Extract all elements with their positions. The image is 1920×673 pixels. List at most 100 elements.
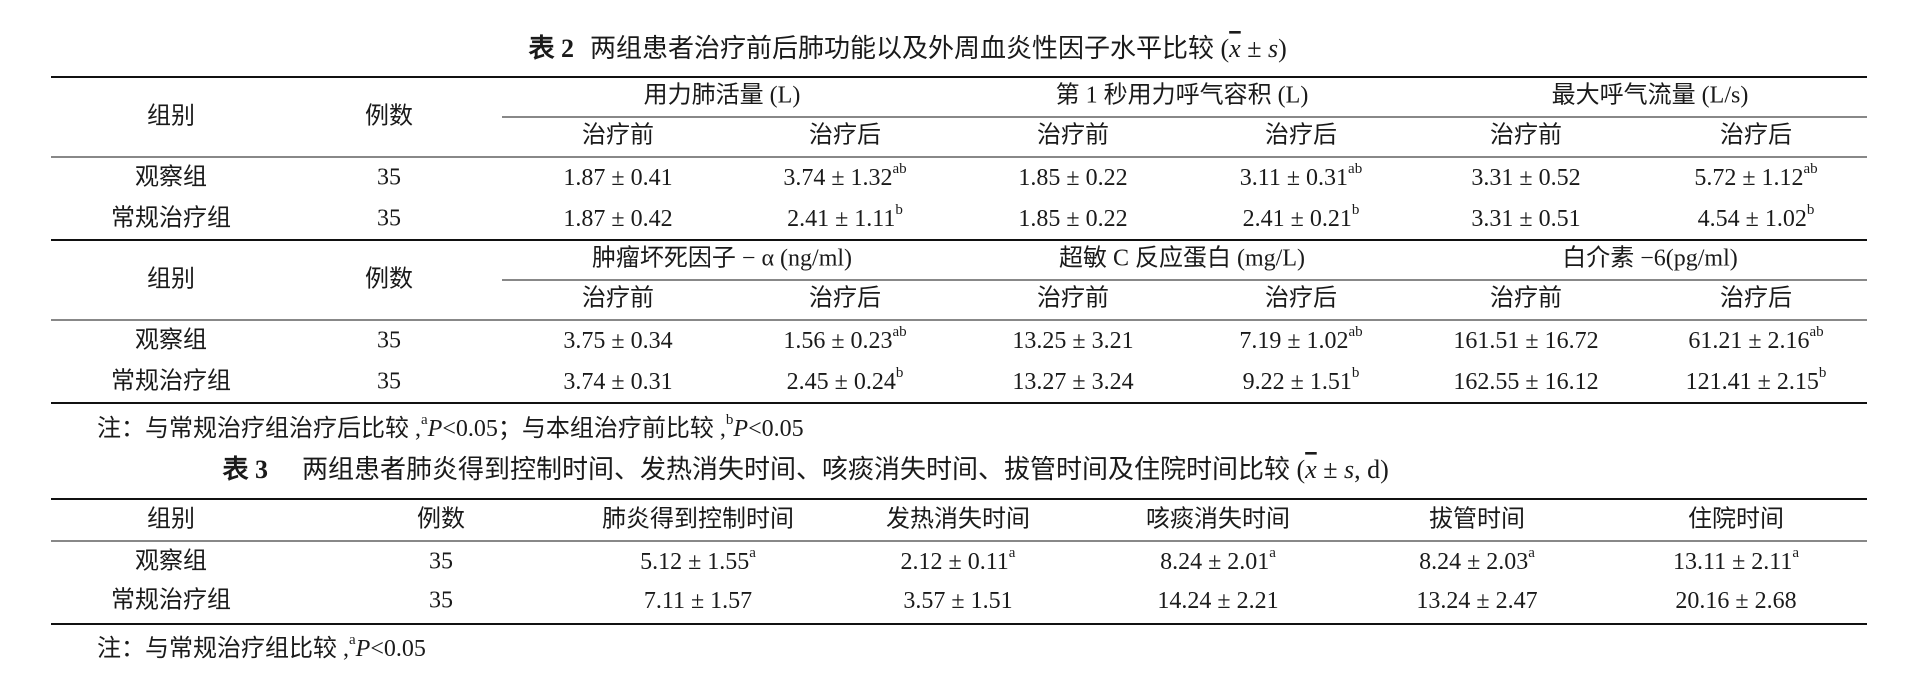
- row-label: 观察组: [135, 164, 207, 191]
- superscript: b: [896, 365, 904, 381]
- cell: 3.57 ± 1.51: [903, 588, 1012, 614]
- row-label: 观察组: [135, 548, 207, 575]
- row-count: 35: [377, 328, 401, 354]
- cell: 3.31 ± 0.52: [1471, 165, 1580, 191]
- cell: 13.25 ± 3.21: [1012, 328, 1133, 354]
- cell-value: 1.56 ± 0.23: [783, 328, 892, 354]
- cell: 5.72 ± 1.12ab: [1694, 161, 1817, 190]
- text-segment: ): [1278, 34, 1287, 63]
- cell-value: 7.19 ± 1.02: [1239, 328, 1348, 354]
- cell: 13.27 ± 3.24: [1012, 369, 1133, 395]
- table-label: 表 3: [222, 455, 268, 484]
- symbol: P: [427, 416, 443, 442]
- table-label: 表 2: [528, 34, 574, 63]
- group-header: 用力肺活量 (L): [644, 82, 801, 109]
- group-header: 超敏 C 反应蛋白 (mg/L): [1059, 245, 1305, 272]
- text-segment: 两组患者治疗前后肺功能以及外周血炎性因子水平比较 (: [590, 34, 1229, 63]
- column-header: 拔管时间: [1429, 506, 1525, 533]
- sub-header: 治疗前: [1037, 285, 1109, 312]
- sub-header: 治疗后: [1720, 285, 1792, 312]
- superscript: a: [1269, 545, 1276, 561]
- cell: 2.12 ± 0.11a: [901, 545, 1016, 574]
- group-header: 最大呼气流量 (L/s): [1552, 82, 1749, 109]
- cell: 5.12 ± 1.55a: [640, 545, 756, 574]
- superscript: ab: [1348, 161, 1362, 177]
- superscript: b: [1352, 365, 1360, 381]
- text-segment: 两组患者肺炎得到控制时间、发热消失时间、咳痰消失时间、拔管时间及住院时间比较 (: [302, 455, 1305, 484]
- text-segment: ±: [1317, 455, 1344, 484]
- cell-value: 2.41 ± 0.21: [1243, 206, 1352, 232]
- superscript: ab: [1810, 324, 1824, 340]
- sub-header: 治疗后: [809, 122, 881, 149]
- cell-value: 9.22 ± 1.51: [1243, 369, 1352, 395]
- cell: 1.87 ± 0.42: [563, 206, 672, 232]
- cell: 3.74 ± 1.32ab: [783, 161, 906, 190]
- sub-header: 治疗后: [1720, 122, 1792, 149]
- cell-value: 2.45 ± 0.24: [787, 369, 896, 395]
- row-count: 35: [377, 206, 401, 232]
- cell-value: 61.21 ± 2.16: [1688, 328, 1809, 354]
- superscript: ab: [1804, 161, 1818, 177]
- cell: 3.11 ± 0.31ab: [1240, 161, 1362, 190]
- sub-header: 治疗后: [1265, 122, 1337, 149]
- table-note: 注：与常规治疗组治疗后比较 ,aP<0.05；与本组治疗前比较 ,bP<0.05: [97, 412, 804, 441]
- cell: 162.55 ± 16.12: [1453, 369, 1598, 395]
- group-header: 白介素 −6(pg/ml): [1562, 245, 1738, 272]
- row-count: 35: [377, 165, 401, 191]
- superscript: ab: [893, 324, 907, 340]
- cell-value: 13.27 ± 3.24: [1012, 369, 1133, 395]
- column-header: 组别: [147, 506, 195, 533]
- symbol: s: [1268, 34, 1278, 63]
- superscript: a: [749, 545, 756, 561]
- sub-header: 治疗前: [582, 122, 654, 149]
- text-segment: , d): [1354, 455, 1389, 484]
- group-header: 第 1 秒用力呼气容积 (L): [1056, 82, 1309, 109]
- cell-value: 1.85 ± 0.22: [1018, 206, 1127, 232]
- symbol: x: [1228, 34, 1241, 63]
- symbol: P: [732, 416, 748, 442]
- superscript: b: [895, 202, 903, 218]
- superscript: b: [726, 412, 734, 428]
- superscript: a: [1528, 545, 1535, 561]
- superscript: a: [1792, 545, 1799, 561]
- cell-value: 3.57 ± 1.51: [903, 588, 1012, 614]
- cell: 1.87 ± 0.41: [563, 165, 672, 191]
- group-header: 肿瘤坏死因子 − α (ng/ml): [592, 245, 852, 272]
- cell: 4.54 ± 1.02b: [1698, 202, 1815, 231]
- superscript: b: [1807, 202, 1815, 218]
- text-segment: ±: [1241, 34, 1268, 63]
- row-label: 常规治疗组: [111, 587, 231, 614]
- column-header: 组别: [147, 266, 195, 293]
- cell-value: 7.11 ± 1.57: [644, 588, 752, 614]
- text-segment: <0.05: [748, 416, 804, 442]
- row-label: 常规治疗组: [111, 205, 231, 232]
- symbol: s: [1344, 455, 1354, 484]
- symbol: P: [355, 636, 371, 662]
- text-segment: <0.05: [370, 636, 426, 662]
- column-header: 例数: [365, 266, 413, 293]
- row-count: 35: [429, 549, 453, 575]
- cell: 1.85 ± 0.22: [1018, 206, 1127, 232]
- cell: 3.74 ± 0.31: [563, 369, 672, 395]
- cell-value: 3.75 ± 0.34: [563, 328, 672, 354]
- cell: 3.75 ± 0.34: [563, 328, 672, 354]
- cell-value: 5.12 ± 1.55: [640, 549, 749, 575]
- cell: 3.31 ± 0.51: [1471, 206, 1580, 232]
- symbol: x: [1304, 455, 1317, 484]
- row-label: 常规治疗组: [111, 368, 231, 395]
- cell: 161.51 ± 16.72: [1453, 328, 1598, 354]
- cell-value: 3.74 ± 0.31: [563, 369, 672, 395]
- cell: 13.11 ± 2.11a: [1673, 545, 1799, 574]
- column-header: 例数: [365, 103, 413, 130]
- cell: 20.16 ± 2.68: [1675, 588, 1796, 614]
- superscript: a: [421, 412, 428, 428]
- superscript: a: [1009, 545, 1016, 561]
- cell-value: 13.11 ± 2.11: [1673, 549, 1792, 575]
- cell: 1.56 ± 0.23ab: [783, 324, 906, 353]
- cell: 8.24 ± 2.01a: [1160, 545, 1276, 574]
- cell: 121.41 ± 2.15b: [1686, 365, 1827, 394]
- text-segment: 注：与常规治疗组治疗后比较 ,: [97, 415, 421, 442]
- cell: 2.41 ± 1.11b: [787, 202, 903, 231]
- sub-header: 治疗前: [1037, 122, 1109, 149]
